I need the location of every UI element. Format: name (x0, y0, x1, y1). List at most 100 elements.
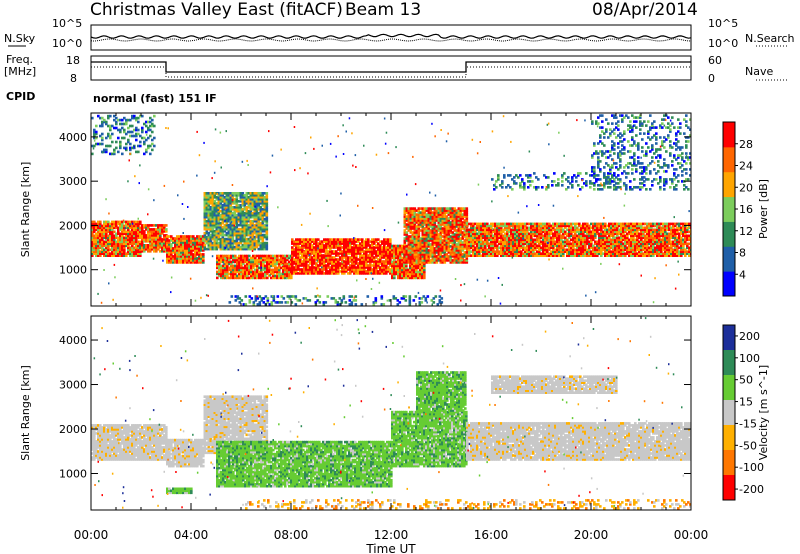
power-cell (109, 228, 112, 232)
power-cell (227, 200, 231, 203)
power-cell (99, 234, 102, 238)
power-cell (261, 239, 265, 243)
power-cell (447, 207, 451, 210)
power-cell (205, 215, 209, 219)
power-cell (530, 242, 533, 246)
power-cell (163, 228, 166, 231)
power-cell (355, 262, 358, 265)
power-cell (219, 223, 223, 227)
power-cell (235, 233, 239, 237)
power-cell (299, 270, 302, 273)
power-cell (107, 238, 110, 242)
power-cell (578, 230, 581, 234)
power-cell (151, 240, 154, 243)
power-cell (295, 250, 298, 253)
power-cell (101, 240, 104, 244)
power-cell (243, 225, 247, 229)
power-cell (546, 226, 549, 230)
power-cell (91, 232, 94, 236)
power-cell (207, 239, 211, 243)
power-cell (145, 224, 148, 227)
power-cell (311, 248, 314, 251)
power-cell (570, 222, 573, 226)
power-cell (443, 211, 447, 214)
power-cell (265, 247, 269, 251)
power-cell (584, 234, 587, 238)
power-cell (465, 217, 469, 220)
power-cell (453, 255, 457, 258)
power-cell (194, 237, 197, 240)
power-cell (226, 264, 229, 268)
power-cell (413, 251, 417, 254)
power-cell (113, 234, 116, 238)
power-cell (222, 256, 225, 260)
power-cell (403, 239, 407, 242)
power-cell (437, 237, 441, 240)
power-cell (419, 211, 423, 214)
power-cell (252, 260, 255, 264)
power-cell (560, 242, 563, 246)
power-cell (447, 235, 451, 238)
power-cell (174, 261, 177, 264)
power-cell (319, 248, 322, 251)
power-cell (407, 225, 411, 228)
power-cell (313, 238, 316, 241)
power-cell (213, 217, 217, 221)
power-cell (295, 256, 298, 259)
power-cell (403, 262, 406, 266)
power-cell (393, 268, 396, 272)
power-cell (403, 207, 407, 210)
power-cell (258, 266, 261, 270)
cpid-label: CPID (6, 90, 36, 103)
power-cell (125, 242, 128, 246)
power-cell (429, 207, 433, 210)
power-cell (417, 231, 421, 234)
power-cell (365, 272, 368, 275)
power-cell (307, 246, 310, 249)
power-cell (584, 248, 587, 252)
power-cell (572, 252, 575, 255)
power-cell (227, 237, 231, 241)
power-cell (249, 208, 253, 211)
power-cell (548, 226, 551, 230)
power-cell (161, 242, 164, 245)
power-cell (129, 220, 132, 224)
power-cell (490, 248, 493, 252)
power-cell (143, 230, 146, 233)
power-cell (264, 256, 267, 260)
power-cell (127, 232, 130, 236)
power-cell (413, 215, 417, 218)
power-cell (295, 258, 298, 261)
power-cell (445, 243, 449, 246)
power-cell (443, 257, 447, 260)
power-cell (560, 246, 563, 250)
power-cell (522, 234, 525, 238)
power-cell (311, 246, 314, 249)
power-cell (355, 244, 358, 247)
power-cell (514, 252, 517, 255)
power-cell (220, 268, 223, 272)
power-cell (203, 247, 207, 251)
power-cell (170, 239, 173, 242)
power-cell (526, 230, 529, 234)
power-cell (494, 242, 497, 246)
power-cell (409, 227, 413, 230)
power-cell (419, 229, 423, 232)
power-cell (586, 250, 589, 253)
power-cell (439, 227, 443, 230)
power-cell (227, 204, 231, 207)
power-cell (313, 242, 316, 245)
power-cell (265, 231, 269, 235)
power-cell (504, 222, 507, 226)
power-cell (105, 238, 108, 242)
power-cell (213, 202, 217, 205)
power-cell (518, 242, 521, 246)
power-cell (405, 276, 408, 280)
power-cell (235, 209, 239, 213)
power-cell (232, 266, 235, 270)
power-cell (514, 254, 517, 257)
power-cell (113, 244, 116, 248)
power-cell (542, 242, 545, 246)
power-cell (576, 246, 579, 250)
power-cell (465, 219, 469, 222)
